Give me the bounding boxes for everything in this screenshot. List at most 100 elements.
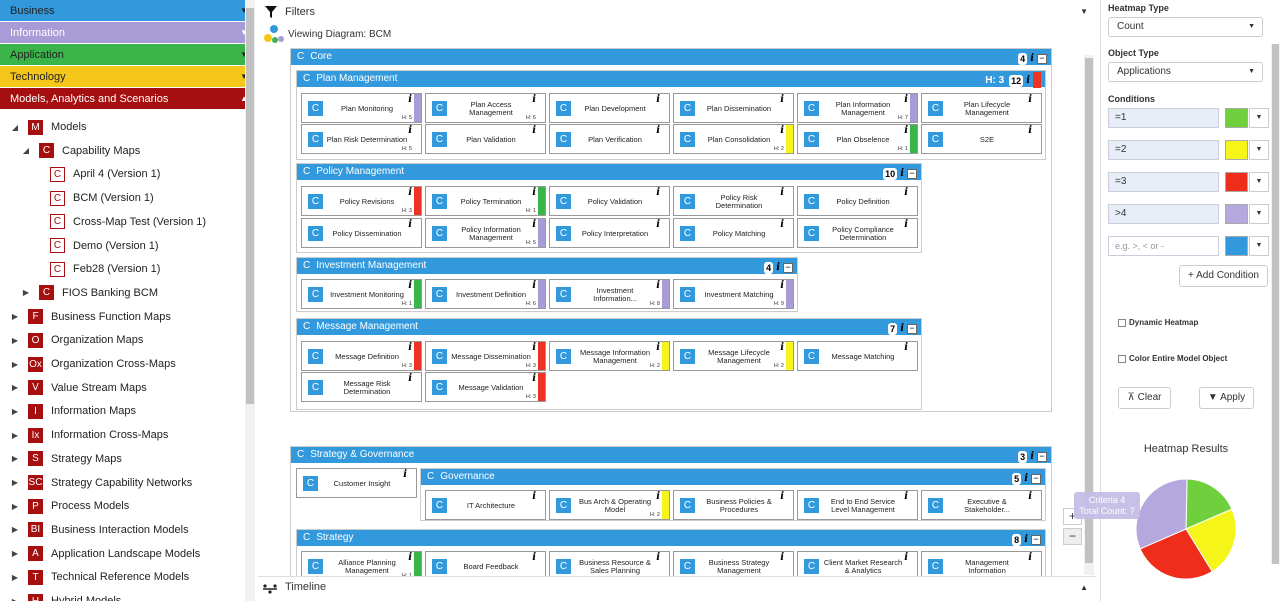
- capability-card[interactable]: C IT Architecture i: [425, 490, 546, 520]
- capability-card[interactable]: C Investment Information... i H: 8: [549, 279, 670, 309]
- info-icon[interactable]: i: [904, 342, 908, 353]
- tree-expander-icon[interactable]: ▶: [11, 525, 19, 535]
- tree-item[interactable]: C Demo (Version 1): [32, 236, 159, 256]
- info-icon[interactable]: i: [408, 125, 412, 136]
- left-scrollbar[interactable]: [245, 0, 255, 601]
- tree-expander-icon[interactable]: ▶: [11, 501, 19, 511]
- condition-color-swatch[interactable]: [1225, 172, 1248, 192]
- info-icon[interactable]: i: [900, 168, 904, 179]
- tree-item[interactable]: ◢ M Models: [10, 117, 86, 137]
- info-icon[interactable]: i: [656, 219, 660, 230]
- collapse-button[interactable]: −: [783, 263, 793, 273]
- info-icon[interactable]: i: [532, 219, 536, 230]
- layer-technology[interactable]: Technology ▼: [0, 66, 254, 88]
- info-icon[interactable]: i: [656, 552, 660, 563]
- info-icon[interactable]: i: [656, 491, 660, 502]
- info-icon[interactable]: i: [780, 491, 784, 502]
- capability-card[interactable]: C Management Information i: [921, 551, 1042, 576]
- info-icon[interactable]: i: [1028, 552, 1032, 563]
- zoom-out-button[interactable]: −: [1063, 528, 1082, 545]
- info-icon[interactable]: i: [408, 552, 412, 563]
- info-icon[interactable]: i: [532, 280, 536, 291]
- condition-input[interactable]: >4: [1108, 204, 1219, 224]
- capability-card[interactable]: C Bus Arch & Operating Model i H: 2: [549, 490, 670, 520]
- capability-card[interactable]: C Plan Development i: [549, 93, 670, 123]
- capability-card[interactable]: C Policy Validation i: [549, 186, 670, 216]
- group-header[interactable]: C Investment Management 4 i −: [297, 258, 797, 274]
- tree-item[interactable]: ▶ H Hybrid Models: [10, 591, 121, 601]
- capability-card[interactable]: C End to End Service Level Management i: [797, 490, 918, 520]
- layer-models,[interactable]: Models, Analytics and Scenarios ▲: [0, 88, 254, 110]
- capability-card[interactable]: C Plan Access Management i H: 6: [425, 93, 546, 123]
- tree-expander-icon[interactable]: ▶: [11, 454, 19, 464]
- info-icon[interactable]: i: [532, 491, 536, 502]
- timeline-icon[interactable]: [263, 583, 277, 595]
- capability-card[interactable]: C Business Strategy Management i: [673, 551, 794, 576]
- tree-expander-icon[interactable]: ▶: [11, 335, 19, 345]
- collapse-button[interactable]: −: [1031, 535, 1041, 545]
- tree-item[interactable]: ▶ C FIOS Banking BCM: [21, 283, 158, 303]
- info-icon[interactable]: i: [532, 552, 536, 563]
- info-icon[interactable]: i: [780, 219, 784, 230]
- condition-input[interactable]: =1: [1108, 108, 1219, 128]
- info-icon[interactable]: i: [1028, 94, 1032, 105]
- condition-input[interactable]: =2: [1108, 140, 1219, 160]
- capability-card[interactable]: C Investment Matching i H: 9: [673, 279, 794, 309]
- info-icon[interactable]: i: [780, 125, 784, 136]
- capability-card[interactable]: C Investment Definition i H: 6: [425, 279, 546, 309]
- capability-card[interactable]: C Plan Lifecycle Management i: [921, 93, 1042, 123]
- tree-item[interactable]: ▶ I Information Maps: [10, 401, 136, 421]
- right-scrollbar[interactable]: [1271, 44, 1280, 564]
- info-icon[interactable]: i: [656, 125, 660, 136]
- info-icon[interactable]: i: [780, 187, 784, 198]
- tree-item[interactable]: ▶ Ix Information Cross-Maps: [10, 425, 168, 445]
- info-icon[interactable]: i: [1024, 473, 1028, 484]
- capability-card[interactable]: C Plan Consolidation i H: 2: [673, 124, 794, 154]
- capability-card[interactable]: C Plan Monitoring i H: 5: [301, 93, 422, 123]
- capability-card[interactable]: C Message Dissemination i H: 3: [425, 341, 546, 371]
- info-icon[interactable]: i: [403, 469, 407, 480]
- capability-card[interactable]: C S2E i: [921, 124, 1042, 154]
- info-icon[interactable]: i: [532, 342, 536, 353]
- info-icon[interactable]: i: [1030, 451, 1034, 462]
- info-icon[interactable]: i: [904, 219, 908, 230]
- info-icon[interactable]: i: [408, 219, 412, 230]
- tree-item[interactable]: C Feb28 (Version 1): [32, 259, 160, 279]
- timeline-bar[interactable]: Timeline ▲: [258, 576, 1096, 601]
- clear-button[interactable]: ⊼ Clear: [1118, 387, 1171, 409]
- checkbox-box[interactable]: [1118, 354, 1126, 363]
- collapse-button[interactable]: −: [1037, 452, 1047, 462]
- info-icon[interactable]: i: [408, 373, 412, 384]
- tree-expander-icon[interactable]: ◢: [11, 122, 19, 132]
- tree-expander-icon[interactable]: ▶: [11, 430, 19, 440]
- info-icon[interactable]: i: [532, 187, 536, 198]
- tree-item[interactable]: ▶ F Business Function Maps: [10, 307, 171, 327]
- tree-item[interactable]: C Cross-Map Test (Version 1): [32, 212, 206, 232]
- tree-expander-icon[interactable]: ▶: [22, 288, 30, 298]
- funnel-icon[interactable]: [265, 6, 277, 18]
- info-icon[interactable]: i: [532, 94, 536, 105]
- condition-input[interactable]: e.g. >, < or -: [1108, 236, 1219, 256]
- tree-item[interactable]: ▶ BI Business Interaction Models: [10, 520, 189, 540]
- info-icon[interactable]: i: [904, 94, 908, 105]
- tree-item[interactable]: ▶ A Application Landscape Models: [10, 544, 200, 564]
- add-condition-button[interactable]: + Add Condition: [1179, 265, 1268, 287]
- info-icon[interactable]: i: [408, 280, 412, 291]
- chevron-down-icon[interactable]: ▼: [1249, 172, 1269, 192]
- filters-caret[interactable]: ▼: [1080, 7, 1088, 16]
- diagram-scrollbar[interactable]: [1084, 55, 1094, 575]
- tree-item[interactable]: ▶ O Organization Maps: [10, 330, 143, 350]
- group-header[interactable]: C Governance 5 i −: [421, 469, 1045, 485]
- info-icon[interactable]: i: [1024, 534, 1028, 545]
- capability-card[interactable]: C Plan Information Management i H: 7: [797, 93, 918, 123]
- capability-card[interactable]: C Business Resource & Sales Planning i: [549, 551, 670, 576]
- chevron-down-icon[interactable]: ▼: [1249, 204, 1269, 224]
- info-icon[interactable]: i: [532, 373, 536, 384]
- collapse-button[interactable]: −: [907, 169, 917, 179]
- info-icon[interactable]: i: [408, 342, 412, 353]
- info-icon[interactable]: i: [776, 262, 780, 273]
- capability-card[interactable]: C Message Definition i H: 3: [301, 341, 422, 371]
- condition-color-swatch[interactable]: [1225, 140, 1248, 160]
- heatmap-pie-chart[interactable]: [1131, 474, 1241, 584]
- info-icon[interactable]: i: [780, 280, 784, 291]
